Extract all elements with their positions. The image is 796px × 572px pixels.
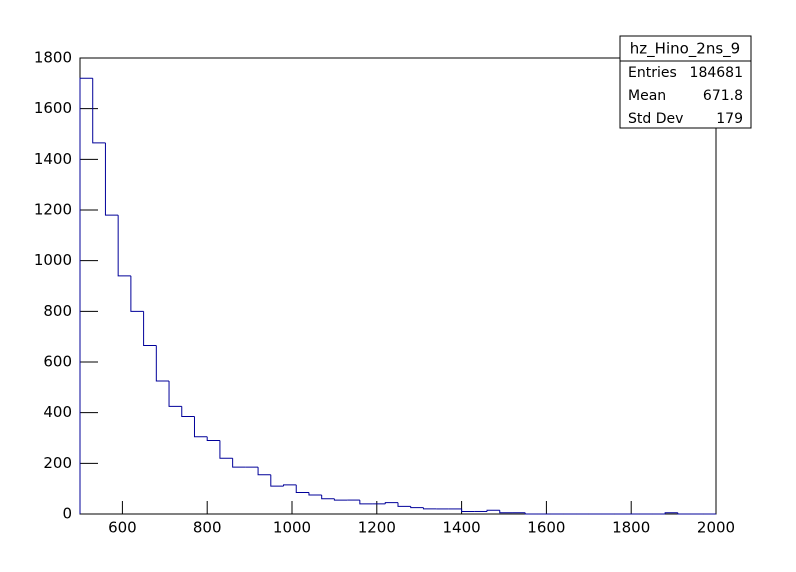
histogram-bin <box>219 440 233 459</box>
histogram-bin <box>422 507 437 510</box>
histogram-bin <box>397 502 411 507</box>
stats-label: Std Dev <box>628 111 683 127</box>
histogram-bin <box>79 77 93 514</box>
y-tick-label: 200 <box>43 454 72 472</box>
histogram-bin <box>257 467 271 476</box>
histogram-bin <box>384 502 398 504</box>
histogram-bin <box>359 500 373 505</box>
stats-value: 179 <box>716 111 743 127</box>
x-tick-label: 600 <box>108 519 137 537</box>
histogram-bin <box>104 142 119 216</box>
histogram-bin <box>499 510 513 514</box>
y-tick-label: 1200 <box>34 201 72 219</box>
x-tick-label: 1000 <box>273 519 311 537</box>
y-tick-label: 1400 <box>34 150 72 168</box>
histogram-bin <box>333 498 348 501</box>
histogram-bin <box>232 458 246 468</box>
histogram-bin <box>206 436 220 442</box>
stats-frame <box>619 35 752 129</box>
stats-value: 671.8 <box>703 88 743 104</box>
histogram-bin <box>410 506 424 509</box>
y-tick-label: 1600 <box>34 99 72 117</box>
stats-value: 184681 <box>690 65 743 81</box>
histogram-bin <box>92 78 106 144</box>
histogram-bin <box>321 495 335 500</box>
x-tick-label: 1600 <box>527 519 565 537</box>
x-tick-label: 1200 <box>358 519 396 537</box>
histogram-bin <box>117 215 131 277</box>
histogram-bin <box>270 474 284 487</box>
x-tick-label: 1400 <box>443 519 481 537</box>
histogram-bin <box>664 512 678 514</box>
histogram-bin <box>677 512 691 515</box>
x-tick-label: 1800 <box>612 519 650 537</box>
x-tick-label: 2000 <box>697 519 735 537</box>
histogram-bin <box>193 416 208 438</box>
histogram-bin <box>486 509 500 512</box>
histogram-bin <box>295 484 309 493</box>
histogram-bin <box>168 381 182 407</box>
y-tick-label: 1000 <box>34 251 72 269</box>
y-tick-label: 0 <box>62 505 72 523</box>
histogram-bin <box>461 508 475 512</box>
y-tick-label: 400 <box>43 403 72 421</box>
y-tick-label: 1800 <box>34 49 72 67</box>
stats-box: hz_Hino_2ns_9 Entries 184681 Mean 671.8 … <box>619 35 752 129</box>
histogram-bin <box>524 512 538 515</box>
x-tick-label: 800 <box>193 519 222 537</box>
histogram-bin <box>155 345 170 382</box>
stats-label: Entries <box>628 65 677 81</box>
stats-label: Mean <box>628 88 666 104</box>
stats-title: hz_Hino_2ns_9 <box>630 40 740 59</box>
histogram-bin <box>181 406 195 417</box>
histogram-bin <box>283 484 297 487</box>
histogram-bin <box>308 492 322 496</box>
histogram-bin <box>143 311 157 347</box>
y-tick-label: 800 <box>43 302 72 320</box>
histogram-bin <box>130 275 144 312</box>
y-tick-label: 600 <box>43 353 72 371</box>
